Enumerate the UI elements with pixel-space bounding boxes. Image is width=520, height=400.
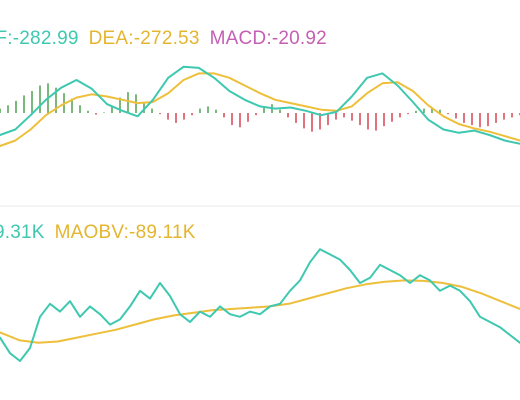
obv-lines bbox=[0, 248, 520, 362]
macd-bar bbox=[455, 113, 457, 119]
macd-bar bbox=[143, 102, 145, 113]
macd-bar bbox=[7, 105, 9, 113]
macd-bar bbox=[303, 113, 305, 129]
macd-bar bbox=[95, 113, 97, 115]
macd-bar bbox=[439, 109, 441, 113]
macd-legend: IF:-282.99 DEA:-272.53 MACD:-20.92 bbox=[0, 28, 337, 50]
obv-line bbox=[0, 248, 520, 362]
macd-bar bbox=[295, 113, 297, 123]
macd-bar bbox=[287, 113, 289, 118]
macd-bar bbox=[231, 113, 233, 126]
macd-bar bbox=[39, 85, 41, 113]
macd-bar bbox=[183, 113, 185, 120]
macd-bar bbox=[167, 113, 169, 120]
macd-bar bbox=[447, 113, 449, 115]
macd-bar bbox=[103, 112, 105, 114]
macd-bar bbox=[335, 113, 337, 120]
macd-bar bbox=[255, 113, 257, 116]
macd-bar bbox=[471, 113, 473, 126]
macd-bar bbox=[359, 113, 361, 126]
macd-bar bbox=[71, 98, 73, 113]
macd-bar bbox=[319, 113, 321, 130]
macd-bar bbox=[223, 113, 225, 118]
macd-bar bbox=[0, 108, 1, 113]
macd-bar bbox=[391, 113, 393, 122]
dif-line bbox=[0, 65, 520, 145]
macd-histogram bbox=[0, 83, 520, 132]
macd-bar bbox=[111, 106, 113, 113]
macd-lines bbox=[0, 65, 520, 147]
macd-bar bbox=[423, 108, 425, 113]
obv-legend: 9.31K MAOBV:-89.11K bbox=[0, 222, 206, 244]
macd-bar bbox=[383, 113, 385, 127]
macd-bar bbox=[407, 113, 409, 115]
macd-bar bbox=[199, 108, 201, 113]
macd-label: MACD:-20.92 bbox=[209, 28, 327, 49]
macd-bar bbox=[15, 100, 17, 113]
macd-bar bbox=[343, 113, 345, 118]
obv-label: 9.31K bbox=[0, 222, 45, 243]
macd-bar bbox=[87, 110, 89, 113]
dif-label: IF:-282.99 bbox=[0, 28, 79, 49]
macd-bar bbox=[479, 113, 481, 128]
macd-bar bbox=[415, 110, 417, 113]
macd-bar bbox=[79, 105, 81, 113]
macd-bar bbox=[55, 87, 57, 113]
macd-bar bbox=[375, 113, 377, 131]
macd-bar bbox=[263, 107, 265, 113]
macd-bar bbox=[207, 106, 209, 113]
macd-bar bbox=[367, 113, 369, 130]
macd-bar bbox=[31, 91, 33, 113]
macd-bar bbox=[191, 113, 193, 116]
macd-bar bbox=[119, 97, 121, 113]
macd-bar bbox=[511, 113, 513, 118]
macd-bar bbox=[503, 113, 505, 120]
macd-bar bbox=[175, 113, 177, 123]
macd-bar bbox=[23, 95, 25, 113]
macd-bar bbox=[151, 108, 153, 113]
macd-bar bbox=[239, 113, 241, 128]
dea-line bbox=[0, 72, 520, 147]
macd-bar bbox=[495, 113, 497, 123]
macd-bar bbox=[311, 113, 313, 132]
maobv-label: MAOBV:-89.11K bbox=[54, 222, 196, 243]
macd-bar bbox=[463, 113, 465, 123]
macd-bar bbox=[431, 107, 433, 113]
macd-bar bbox=[351, 113, 353, 121]
macd-bar bbox=[247, 113, 249, 122]
macd-bar bbox=[215, 109, 217, 113]
macd-bar bbox=[327, 113, 329, 126]
macd-bar bbox=[127, 92, 129, 113]
macd-bar bbox=[159, 113, 161, 115]
macd-bar bbox=[279, 109, 281, 113]
macd-bar bbox=[487, 113, 489, 127]
dea-label: DEA:-272.53 bbox=[88, 28, 200, 49]
macd-bar bbox=[399, 113, 401, 118]
maobv-line bbox=[0, 279, 520, 344]
